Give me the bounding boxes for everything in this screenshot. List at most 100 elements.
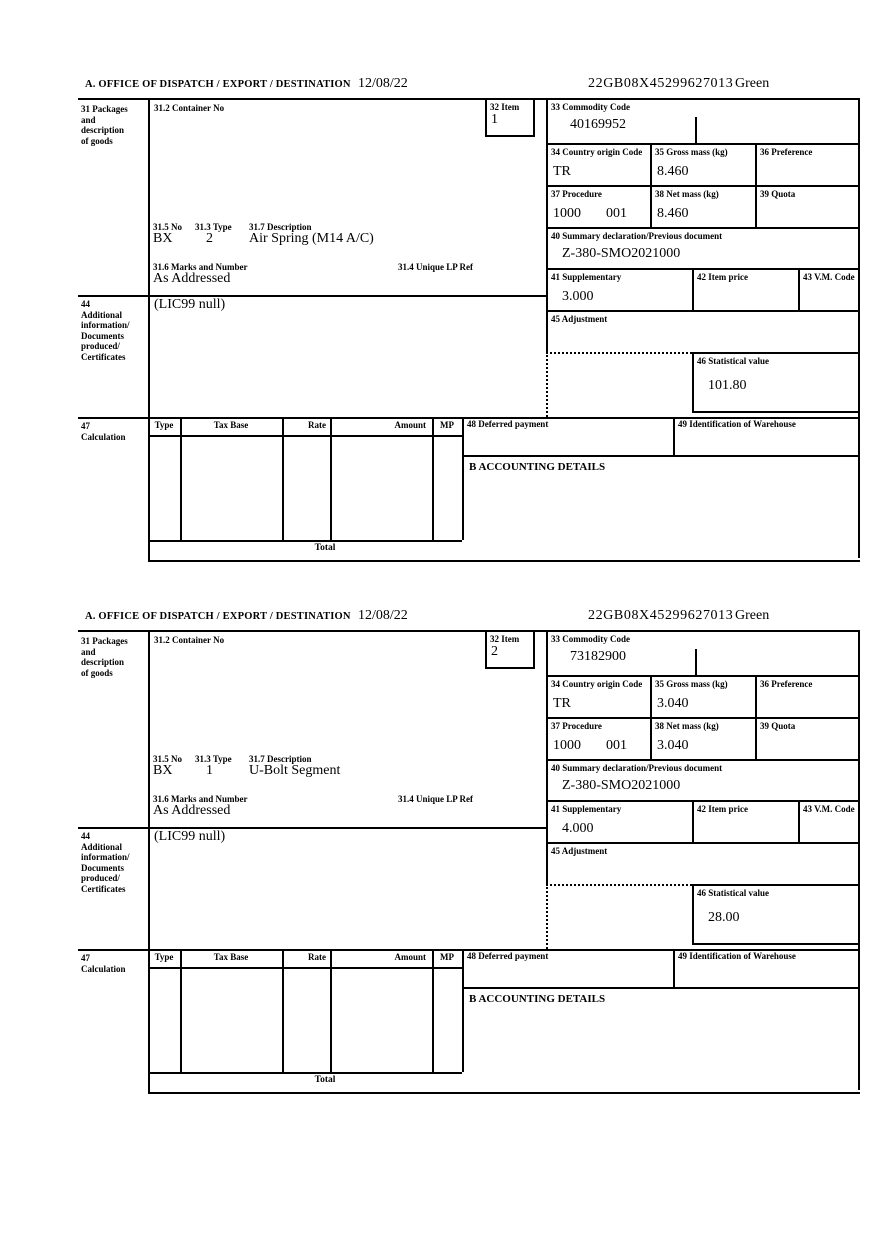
col-mp-header: MP xyxy=(440,420,454,430)
calc-col-divider-2 xyxy=(282,417,284,540)
gross-mass-value: 3.040 xyxy=(657,696,689,711)
statistical-value: 28.00 xyxy=(708,910,740,925)
routing-status: Green xyxy=(735,76,770,91)
marks-number-value: As Addressed xyxy=(153,271,231,286)
box34-country-origin: 34 Country origin Code TR xyxy=(546,145,650,187)
item-number-value: 2 xyxy=(491,644,498,659)
col-type-header: Type xyxy=(154,952,174,962)
section-header: A. OFFICE OF DISPATCH / EXPORT / DESTINA… xyxy=(78,607,860,630)
procedure-extra-value: 001 xyxy=(606,206,627,221)
supplementary-value: 4.000 xyxy=(562,821,594,836)
box48-deferred-payment: 48 Deferred payment xyxy=(462,949,673,989)
box49-label: 49 Identification of Warehouse xyxy=(678,951,796,961)
marks-number-label: 31.6 Marks and Number xyxy=(153,794,248,804)
gross-mass-value: 8.460 xyxy=(657,164,689,179)
unique-lp-ref-label: 31.4 Unique LP Ref xyxy=(398,262,474,272)
adjustment-dotted-line-h xyxy=(546,352,692,354)
box49-warehouse: 49 Identification of Warehouse xyxy=(673,417,860,457)
box35-gross-mass: 35 Gross mass (kg) 3.040 xyxy=(650,677,755,719)
box41-supplementary: 41 Supplementary 4.000 xyxy=(546,802,692,844)
col-rate-header: Rate xyxy=(308,952,326,962)
net-mass-value: 3.040 xyxy=(657,738,689,753)
box36-label: 36 Preference xyxy=(760,679,813,689)
statistical-value: 101.80 xyxy=(708,378,747,393)
summary-declaration-value: Z-380-SMO2021000 xyxy=(562,778,681,793)
box33-commodity-code: 33 Commodity Code 40169952 xyxy=(546,100,860,145)
box48-label: 48 Deferred payment xyxy=(467,419,549,429)
box48-deferred-payment: 48 Deferred payment xyxy=(462,417,673,457)
box47-label: 47 Calculation xyxy=(81,421,126,442)
box33-commodity-code: 33 Commodity Code 73182900 xyxy=(546,632,860,677)
box31-label: 31 Packages and description of goods xyxy=(81,104,128,146)
box35-label: 35 Gross mass (kg) xyxy=(655,679,728,689)
calc-table-bottom-line xyxy=(148,1072,462,1074)
additional-info-value: (LIC99 null) xyxy=(154,297,226,312)
col-type-header: Type xyxy=(154,420,174,430)
box38-label: 38 Net mass (kg) xyxy=(655,721,719,731)
supplementary-value: 3.000 xyxy=(562,289,594,304)
declaration-item-section: A. OFFICE OF DISPATCH / EXPORT / DESTINA… xyxy=(78,607,860,1094)
movement-reference-number: 22GB08X45299627013 xyxy=(588,76,734,91)
box37-procedure: 37 Procedure 1000 001 xyxy=(546,719,650,761)
calc-col-divider-1 xyxy=(180,949,182,1072)
unique-lp-ref-label: 31.4 Unique LP Ref xyxy=(398,794,474,804)
marks-number-value: As Addressed xyxy=(153,803,231,818)
box47-top-line xyxy=(78,417,860,419)
box32-item: 32 Item 2 xyxy=(485,632,535,669)
box42-label: 42 Item price xyxy=(697,272,748,282)
goods-description-value: U-Bolt Segment xyxy=(249,763,341,778)
packages-no-value: BX xyxy=(153,763,173,778)
box36-label: 36 Preference xyxy=(760,147,813,157)
box31-label: 31 Packages and description of goods xyxy=(81,636,128,678)
procedure-main-value: 1000 xyxy=(553,738,581,753)
box35-label: 35 Gross mass (kg) xyxy=(655,147,728,157)
col-tax-base-header: Tax Base xyxy=(213,952,249,962)
box41-supplementary: 41 Supplementary 3.000 xyxy=(546,270,692,312)
container-no-label: 31.2 Container No xyxy=(154,635,225,645)
box41-label: 41 Supplementary xyxy=(551,804,622,814)
country-origin-value: TR xyxy=(553,164,571,179)
calc-col-divider-3 xyxy=(330,417,332,540)
box38-net-mass: 38 Net mass (kg) 3.040 xyxy=(650,719,755,761)
box47-top-line xyxy=(78,949,860,951)
box40-label: 40 Summary declaration/Previous document xyxy=(551,231,723,241)
adjustment-dotted-line-v xyxy=(546,352,548,417)
item-number-value: 1 xyxy=(491,112,498,127)
box34-label: 34 Country origin Code xyxy=(551,147,643,157)
box41-label: 41 Supplementary xyxy=(551,272,622,282)
box46-label: 46 Statistical value xyxy=(697,888,769,898)
declaration-item-section: A. OFFICE OF DISPATCH / EXPORT / DESTINA… xyxy=(78,75,860,562)
dispatch-date: 12/08/22 xyxy=(358,76,408,91)
col-mp-header: MP xyxy=(440,952,454,962)
box37-label: 37 Procedure xyxy=(551,721,602,731)
procedure-extra-value: 001 xyxy=(606,738,627,753)
routing-status: Green xyxy=(735,608,770,623)
box34-country-origin: 34 Country origin Code TR xyxy=(546,677,650,719)
packages-type-label: 31.3 Type xyxy=(195,222,232,232)
col-rate-header: Rate xyxy=(308,420,326,430)
box39-quota: 39 Quota xyxy=(755,719,860,761)
col-amount-header: Amount xyxy=(394,952,426,962)
box38-net-mass: 38 Net mass (kg) 8.460 xyxy=(650,187,755,229)
calc-col-divider-1 xyxy=(180,417,182,540)
box36-preference: 36 Preference xyxy=(755,145,860,187)
commodity-code-value: 73182900 xyxy=(570,649,626,664)
packages-no-value: BX xyxy=(153,231,173,246)
adjustment-dotted-line-v xyxy=(546,884,548,949)
box32-label: 32 Item xyxy=(490,102,520,112)
box49-warehouse: 49 Identification of Warehouse xyxy=(673,949,860,989)
calc-total-label: Total xyxy=(314,543,336,553)
col-tax-base-header: Tax Base xyxy=(213,420,249,430)
declaration-form-grid: 31 Packages and description of goods 44 … xyxy=(78,630,860,1094)
box32-item: 32 Item 1 xyxy=(485,100,535,137)
net-mass-value: 8.460 xyxy=(657,206,689,221)
calc-col-divider-3 xyxy=(330,949,332,1072)
box43-vm-code: 43 V.M. Code xyxy=(798,270,860,312)
box37-procedure: 37 Procedure 1000 001 xyxy=(546,187,650,229)
description-label: 31.7 Description xyxy=(249,222,312,232)
dispatch-date: 12/08/22 xyxy=(358,608,408,623)
col-amount-header: Amount xyxy=(394,420,426,430)
box44-label: 44 Additional information/ Documents pro… xyxy=(81,299,130,363)
box46-statistical-value: 46 Statistical value 28.00 xyxy=(692,884,860,945)
calc-col-divider-4 xyxy=(432,949,434,1072)
